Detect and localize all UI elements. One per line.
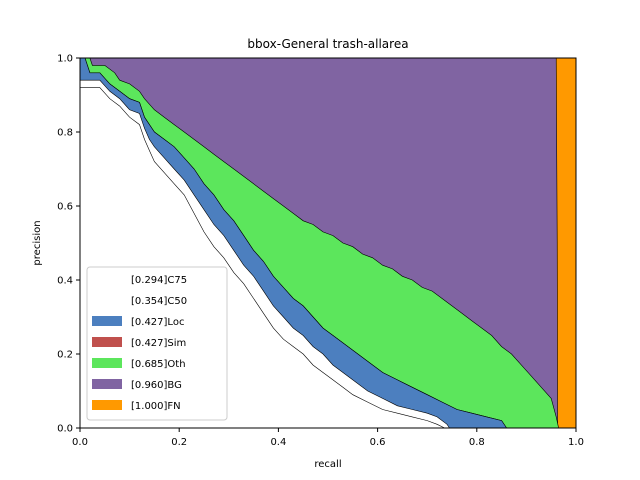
legend-label-loc: [0.427]Loc <box>131 317 184 328</box>
legend-label-c75: [0.294]C75 <box>131 275 187 286</box>
legend-swatch-c50 <box>92 295 122 305</box>
y-axis: 0.0 0.2 0.4 0.6 0.8 1.0 <box>57 54 80 435</box>
curve-c50 <box>80 79 450 429</box>
y-tick-label: 0.4 <box>57 276 73 287</box>
legend: [0.294]C75 [0.354]C50 [0.427]Loc [0.427]Sim… <box>86 266 228 421</box>
legend-swatch-loc <box>92 316 122 326</box>
x-tick-label: 0.2 <box>171 437 187 448</box>
curve-oth <box>80 57 559 429</box>
y-tick-label: 1.0 <box>57 54 73 65</box>
legend-swatch-sim <box>92 337 122 347</box>
x-tick-label: 0.6 <box>370 437 386 448</box>
x-tick-label: 0.8 <box>469 437 485 448</box>
y-tick-label: 0.8 <box>57 128 73 139</box>
y-tick-label: 0.2 <box>57 350 73 361</box>
legend-swatch-fn <box>92 400 122 410</box>
y-tick-label: 0.6 <box>57 202 73 213</box>
plot-frame <box>79 57 577 429</box>
x-axis: 0.0 0.2 0.4 0.6 0.8 1.0 <box>72 428 584 448</box>
curve-c75 <box>80 87 445 429</box>
curve-loc <box>80 57 507 429</box>
legend-label-sim: [0.427]Sim <box>131 338 186 349</box>
legend-label-bg: [0.960]BG <box>131 380 182 391</box>
legend-items: [0.294]C75 [0.354]C50 [0.427]Loc [0.427]Sim… <box>92 274 187 412</box>
x-tick-label: 0.4 <box>270 437 286 448</box>
y-axis-label: precision <box>32 220 43 265</box>
legend-swatch-bg <box>92 379 122 389</box>
legend-swatch-c75 <box>92 274 122 284</box>
x-tick-label: 0.0 <box>72 437 88 448</box>
chart-title: bbox-General trash-allarea <box>247 37 408 51</box>
x-axis-label: recall <box>314 459 341 470</box>
legend-label-c50: [0.354]C50 <box>131 296 187 307</box>
legend-label-fn: [1.000]FN <box>131 401 181 412</box>
y-tick-label: 0.0 <box>57 424 73 435</box>
legend-swatch-oth <box>92 358 122 368</box>
legend-label-oth: [0.685]Oth <box>131 359 186 370</box>
x-tick-label: 1.0 <box>568 437 584 448</box>
